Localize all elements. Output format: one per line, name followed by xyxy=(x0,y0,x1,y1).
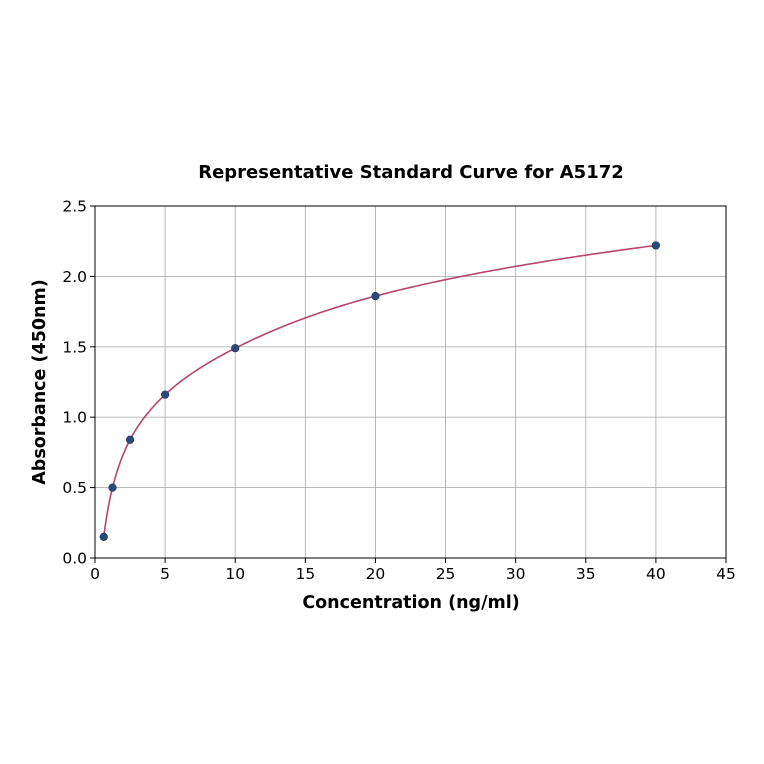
x-axis-label: Concentration (ng/ml) xyxy=(302,593,519,613)
y-tick-label: 1.0 xyxy=(62,409,87,427)
y-axis: 0.0 0.5 1.0 1.5 2.0 2.5 xyxy=(62,198,95,568)
grid-lines xyxy=(94,205,727,559)
data-point xyxy=(231,344,240,353)
x-axis: 0 5 10 15 20 25 30 35 40 45 xyxy=(90,558,736,583)
plot-frame xyxy=(94,205,727,559)
y-tick-label: 0.0 xyxy=(62,550,87,568)
x-tick-label: 20 xyxy=(366,565,386,583)
x-tick-label: 10 xyxy=(225,565,245,583)
data-points xyxy=(99,241,660,541)
data-point xyxy=(99,532,108,541)
fit-curve xyxy=(102,244,656,538)
y-tick-label: 2.5 xyxy=(62,198,87,216)
x-tick-label: 5 xyxy=(160,565,170,583)
x-tick-label: 25 xyxy=(436,565,456,583)
x-tick-label: 35 xyxy=(576,565,596,583)
data-point xyxy=(125,435,135,444)
data-point xyxy=(371,292,380,301)
data-point xyxy=(161,390,170,399)
y-tick-label: 1.5 xyxy=(62,338,87,356)
x-tick-label: 0 xyxy=(90,565,100,583)
data-point xyxy=(108,483,117,492)
y-axis-label: Absorbance (450nm) xyxy=(30,279,50,485)
x-tick-label: 40 xyxy=(646,565,666,583)
x-tick-label: 30 xyxy=(506,565,526,583)
x-tick-label: 45 xyxy=(716,565,736,583)
y-tick-label: 2.0 xyxy=(62,268,87,286)
x-tick-label: 15 xyxy=(295,565,315,583)
chart-title: Representative Standard Curve for A5172 xyxy=(198,162,624,183)
y-tick-label: 0.5 xyxy=(62,479,87,497)
data-point xyxy=(651,241,660,250)
